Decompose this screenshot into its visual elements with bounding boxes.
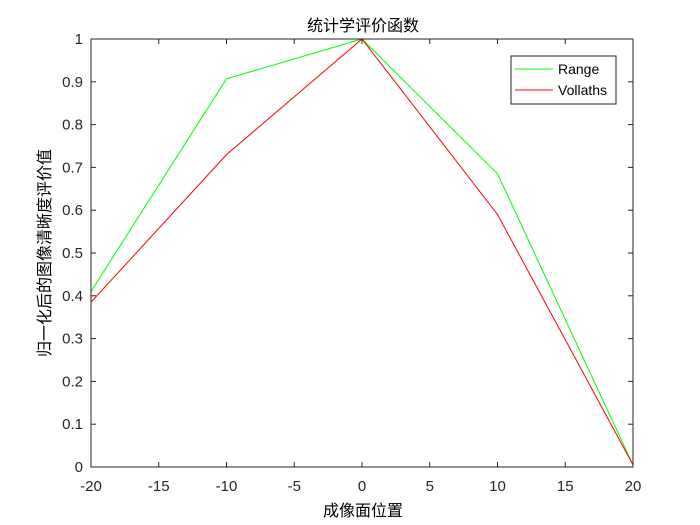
x-axis-label: 成像面位置 — [323, 501, 403, 520]
plot-area — [91, 39, 633, 467]
legend-box — [510, 55, 617, 105]
y-tick-label: 0.3 — [62, 331, 83, 348]
x-tick-label: -15 — [148, 478, 170, 495]
plot-frame — [90, 38, 634, 468]
y-tick-label: 0 — [75, 459, 83, 476]
y-tick-label: 0.7 — [62, 159, 83, 176]
x-tick-label: -20 — [80, 478, 102, 495]
x-tick-label: 0 — [358, 478, 366, 495]
legend: Range Vollaths — [510, 55, 617, 105]
x-tick-label: 5 — [426, 478, 434, 495]
x-tick-label: 10 — [489, 478, 506, 495]
x-tick-labels: -20 -15 -10 -5 0 5 10 15 20 — [80, 478, 641, 495]
y-tick-label: 0.5 — [62, 245, 83, 262]
y-tick-label: 1 — [75, 31, 83, 48]
x-tick-label: 20 — [625, 478, 642, 495]
x-tick-label: -10 — [216, 478, 238, 495]
y-axis-label: 归一化后的图像清晰度评价值 — [35, 149, 54, 357]
x-tick-label: 15 — [557, 478, 574, 495]
x-tick-label: -5 — [288, 478, 301, 495]
chart-title: 统计学评价函数 — [307, 16, 419, 35]
y-tick-label: 0.8 — [62, 117, 83, 134]
y-tick-label: 0.4 — [62, 288, 83, 305]
y-tick-label: 0.2 — [62, 373, 83, 390]
y-tick-labels: 0 0.1 0.2 0.3 0.4 0.5 0.6 0.7 0.8 0.9 1 — [62, 31, 83, 476]
legend-label-vollaths: Vollaths — [558, 82, 607, 98]
y-tick-label: 0.1 — [62, 416, 83, 433]
y-tick-label: 0.9 — [62, 74, 83, 91]
y-tick-label: 0.6 — [62, 202, 83, 219]
legend-label-range: Range — [558, 61, 599, 77]
